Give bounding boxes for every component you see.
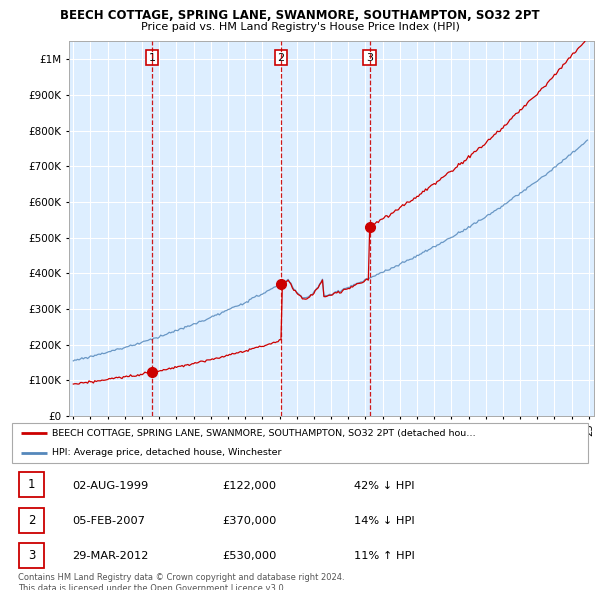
Text: 05-FEB-2007: 05-FEB-2007	[72, 516, 145, 526]
Text: 29-MAR-2012: 29-MAR-2012	[72, 552, 148, 561]
Text: This data is licensed under the Open Government Licence v3.0.: This data is licensed under the Open Gov…	[18, 584, 286, 590]
Text: 3: 3	[366, 53, 373, 63]
FancyBboxPatch shape	[19, 543, 44, 568]
Text: 11% ↑ HPI: 11% ↑ HPI	[354, 552, 415, 561]
Text: 14% ↓ HPI: 14% ↓ HPI	[354, 516, 415, 526]
Text: 1: 1	[149, 53, 155, 63]
Text: BEECH COTTAGE, SPRING LANE, SWANMORE, SOUTHAMPTON, SO32 2PT (detached hou…: BEECH COTTAGE, SPRING LANE, SWANMORE, SO…	[52, 429, 476, 438]
Text: 1: 1	[28, 478, 35, 491]
Text: £530,000: £530,000	[222, 552, 277, 561]
Text: Price paid vs. HM Land Registry's House Price Index (HPI): Price paid vs. HM Land Registry's House …	[140, 22, 460, 32]
Text: HPI: Average price, detached house, Winchester: HPI: Average price, detached house, Winc…	[52, 448, 282, 457]
Text: 42% ↓ HPI: 42% ↓ HPI	[354, 481, 415, 490]
Text: £370,000: £370,000	[222, 516, 277, 526]
Text: 2: 2	[277, 53, 284, 63]
Text: £122,000: £122,000	[222, 481, 276, 490]
Text: 02-AUG-1999: 02-AUG-1999	[72, 481, 148, 490]
FancyBboxPatch shape	[19, 473, 44, 497]
Text: 3: 3	[28, 549, 35, 562]
Text: Contains HM Land Registry data © Crown copyright and database right 2024.: Contains HM Land Registry data © Crown c…	[18, 573, 344, 582]
Text: 2: 2	[28, 514, 35, 527]
FancyBboxPatch shape	[12, 423, 588, 463]
Text: BEECH COTTAGE, SPRING LANE, SWANMORE, SOUTHAMPTON, SO32 2PT: BEECH COTTAGE, SPRING LANE, SWANMORE, SO…	[60, 9, 540, 22]
FancyBboxPatch shape	[19, 508, 44, 533]
